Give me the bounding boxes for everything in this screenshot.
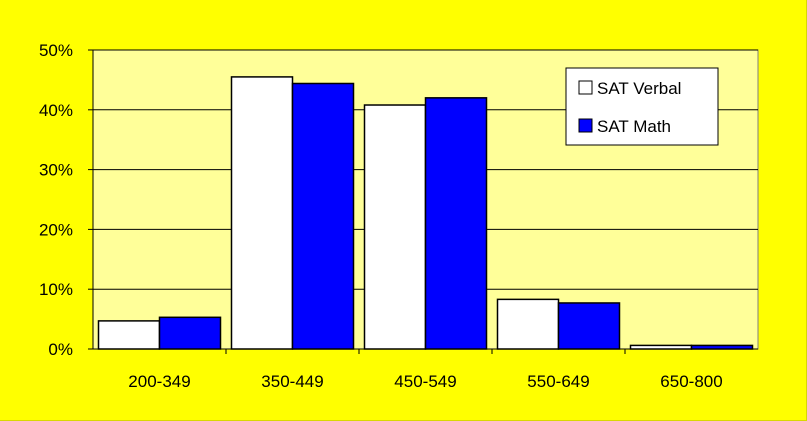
bar-sat-verbal-200-349 (97, 320, 161, 350)
x-category-label: 450-549 (394, 372, 456, 391)
x-category-label: 200-349 (128, 372, 190, 391)
bars (97, 76, 754, 350)
legend-swatch-sat-verbal (578, 80, 593, 95)
bar-sat-verbal-650-800 (629, 344, 693, 350)
bar-sat-verbal-550-649 (496, 298, 560, 350)
x-category-label: 350-449 (261, 372, 323, 391)
bar-sat-verbal-350-449 (230, 76, 294, 350)
bar-sat-verbal-450-549 (363, 104, 427, 350)
y-tick-label: 10% (39, 280, 73, 299)
legend-label-sat-verbal: SAT Verbal (597, 79, 681, 98)
y-tick-label: 0% (48, 340, 73, 359)
bar-sat-math-550-649 (557, 302, 621, 350)
y-tick-label: 30% (39, 161, 73, 180)
axes: 0% 10% 20% 30% 40% 50% 200-349 350-449 450-549 55… (39, 41, 758, 391)
bar-sat-math-650-800 (690, 344, 754, 350)
y-tick-label: 40% (39, 101, 73, 120)
y-tick-label: 20% (39, 220, 73, 239)
bar-sat-math-450-549 (424, 97, 488, 350)
bar-sat-math-200-349 (158, 316, 222, 350)
legend: SAT Verbal SAT Math (565, 67, 719, 146)
legend-label-sat-math: SAT Math (597, 117, 671, 136)
x-category-label: 650-800 (660, 372, 722, 391)
x-category-label: 550-649 (527, 372, 589, 391)
y-tick-label: 50% (39, 41, 73, 60)
legend-swatch-sat-math (578, 118, 593, 133)
bar-sat-math-350-449 (291, 82, 355, 350)
